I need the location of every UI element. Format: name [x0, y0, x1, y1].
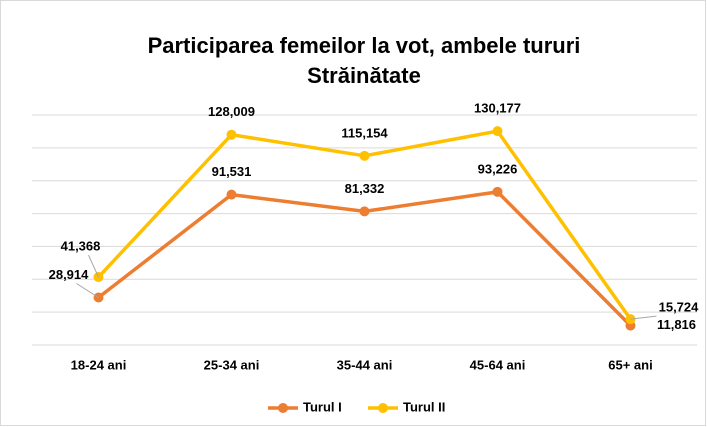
leader-line — [630, 315, 657, 320]
legend-marker — [278, 403, 288, 413]
leader-line — [88, 254, 99, 278]
leader-line — [76, 283, 99, 298]
data-label: 115,154 — [341, 125, 388, 140]
x-tick-label: 65+ ani — [608, 357, 652, 372]
x-tick-label: 45-64 ani — [470, 357, 526, 372]
legend-label: Turul I — [303, 399, 342, 414]
legend-label: Turul II — [403, 399, 445, 414]
x-tick-label: 35-44 ani — [337, 357, 393, 372]
data-label: 28,914 — [49, 267, 90, 282]
x-tick-label: 25-34 ani — [204, 357, 260, 372]
data-label: 15,724 — [659, 300, 700, 315]
chart-subtitle: Străinătate — [307, 63, 421, 88]
data-label: 91,531 — [212, 164, 252, 179]
data-point — [359, 206, 370, 217]
data-label: 81,332 — [345, 181, 385, 196]
data-label: 128,009 — [208, 104, 255, 119]
legend-marker — [378, 403, 388, 413]
data-label: 11,816 — [657, 317, 696, 332]
data-label: 130,177 — [474, 101, 521, 116]
data-label: 93,226 — [478, 161, 518, 176]
data-point — [226, 129, 237, 140]
data-point — [359, 150, 370, 161]
data-point — [226, 189, 237, 200]
x-tick-label: 18-24 ani — [71, 357, 127, 372]
chart-title: Participarea femeilor la vot, ambele tur… — [148, 33, 581, 58]
data-point — [492, 126, 503, 137]
data-point — [492, 186, 503, 197]
data-label: 41,368 — [61, 238, 101, 253]
